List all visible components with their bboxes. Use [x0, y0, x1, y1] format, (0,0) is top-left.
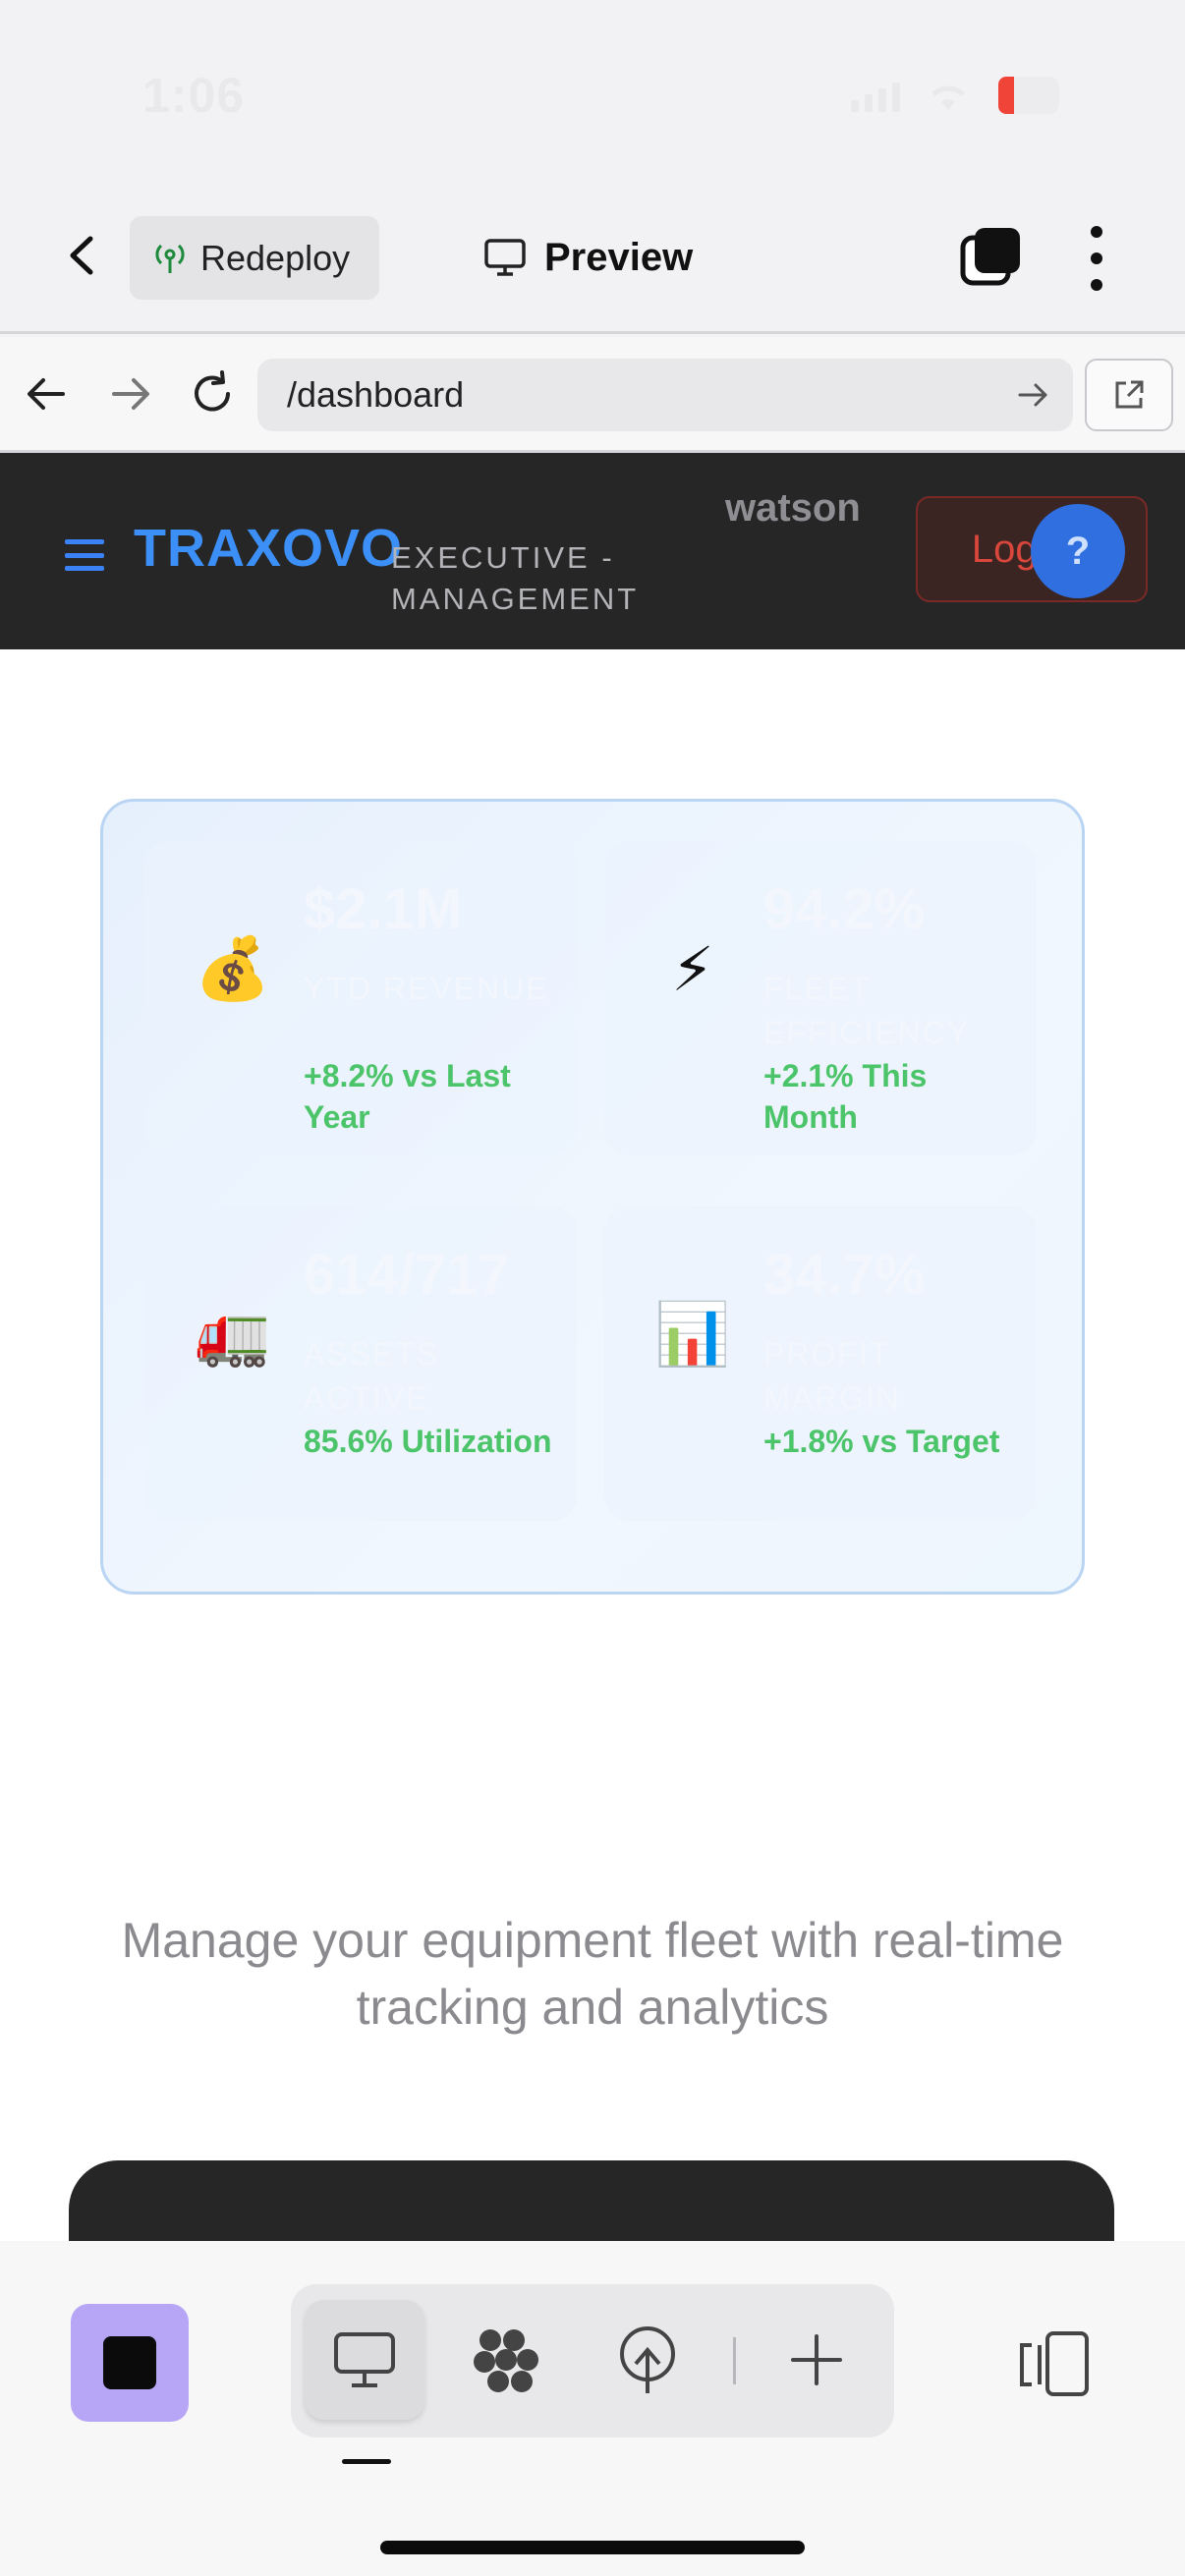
add-tool-button[interactable]: [757, 2300, 876, 2420]
battery-level: [998, 77, 1014, 114]
kpi-label: ASSETS ACTIVE: [304, 1336, 440, 1416]
hamburger-menu-icon[interactable]: [65, 539, 104, 571]
bar-chart-icon: 📊: [654, 1300, 731, 1369]
wifi-icon: [931, 85, 965, 110]
deployments-button[interactable]: [588, 2300, 707, 2420]
preview-label: Preview: [544, 235, 694, 279]
stop-button[interactable]: [71, 2304, 189, 2422]
status-bar: 1:06: [0, 0, 1185, 196]
app-toolbar: Redeploy Preview: [0, 196, 1185, 334]
url-text: /dashboard: [287, 374, 465, 415]
workspace-button[interactable]: [446, 2300, 566, 2420]
plus-icon: [791, 2334, 842, 2385]
bottom-toolbar: [0, 2241, 1185, 2576]
redeploy-button[interactable]: Redeploy: [130, 216, 379, 300]
kpi-card-assets[interactable]: 🚛 614/717 ASSETS ACTIVE 85.6% Utilizatio…: [144, 1206, 577, 1521]
kpi-label: YTD REVENUE: [304, 971, 549, 1006]
cellular-signal-icon: [851, 83, 900, 112]
monitor-icon: [484, 239, 526, 276]
kpi-trend: 85.6% Utilization: [304, 1424, 552, 1459]
tool-group: [291, 2284, 894, 2437]
cluster-icon: [474, 2329, 538, 2392]
brand-subtitle: EXECUTIVE - MANAGEMENT: [391, 540, 640, 616]
monitor-icon: [334, 2332, 395, 2387]
home-indicator: [380, 2541, 805, 2554]
browser-back-icon[interactable]: [20, 366, 75, 421]
kpi-value: 614/717: [304, 1243, 510, 1307]
money-bag-icon: 💰: [195, 934, 271, 1003]
brand-logo-text[interactable]: TRAXOVO: [134, 519, 404, 578]
kpi-trend: +2.1% This Month: [763, 1058, 928, 1135]
external-link-icon: [1115, 380, 1144, 409]
redeploy-label: Redeploy: [200, 237, 351, 278]
kpi-card-efficiency[interactable]: ⚡ 94.2% FLEET EFFICIENCY +2.1% This Mont…: [604, 841, 1037, 1155]
username: watson: [725, 486, 861, 530]
lightning-icon: ⚡: [671, 935, 714, 1004]
browser-url-bar: /dashboard: [0, 337, 1185, 453]
deploy-antenna-icon: [155, 244, 185, 273]
kpi-trend: +8.2% vs Last Year: [304, 1058, 511, 1135]
go-arrow-icon[interactable]: [1014, 376, 1051, 414]
preview-view-button[interactable]: [305, 2300, 424, 2420]
more-options-icon[interactable]: [1079, 226, 1114, 291]
stop-icon: [103, 2336, 156, 2389]
kpi-value: 94.2%: [763, 877, 926, 941]
kpi-card-revenue[interactable]: 💰 $2.1M YTD REVENUE +8.2% vs Last Year: [144, 841, 577, 1155]
kpi-value: $2.1M: [304, 877, 463, 941]
kpi-card-profit[interactable]: 📊 34.7% PROFIT MARGIN +1.8% vs Target: [604, 1206, 1037, 1521]
kpi-label: PROFIT MARGIN: [763, 1336, 901, 1416]
back-chevron-icon[interactable]: [59, 231, 108, 280]
tabs-icon[interactable]: [959, 224, 1024, 289]
kpi-panel: 💰 $2.1M YTD REVENUE +8.2% vs Last Year ⚡…: [100, 799, 1085, 1595]
battery-icon: [998, 77, 1059, 114]
status-time: 1:06: [142, 68, 246, 123]
side-panel-icon[interactable]: [1018, 2327, 1091, 2400]
active-tab-indicator: [342, 2459, 391, 2464]
page-tagline: Manage your equipment fleet with real-ti…: [121, 1913, 1064, 2035]
browser-forward-icon[interactable]: [102, 366, 157, 421]
antenna-icon: [620, 2325, 675, 2393]
open-external-button[interactable]: [1085, 359, 1173, 431]
site-header: TRAXOVO EXECUTIVE - MANAGEMENT watson Lo…: [0, 453, 1185, 649]
dark-content-card: [69, 2160, 1114, 2241]
dashboard-page: 💰 $2.1M YTD REVENUE +8.2% vs Last Year ⚡…: [0, 649, 1185, 2241]
truck-icon: 🚛: [195, 1300, 271, 1369]
kpi-label: FLEET EFFICIENCY: [763, 971, 971, 1050]
kpi-value: 34.7%: [763, 1243, 926, 1307]
preview-tab[interactable]: Preview: [483, 228, 693, 287]
reload-icon[interactable]: [185, 366, 240, 421]
tool-divider: [733, 2337, 736, 2384]
url-input[interactable]: /dashboard: [257, 359, 1073, 431]
help-button[interactable]: ?: [1031, 504, 1125, 598]
kpi-trend: +1.8% vs Target: [763, 1424, 1000, 1459]
